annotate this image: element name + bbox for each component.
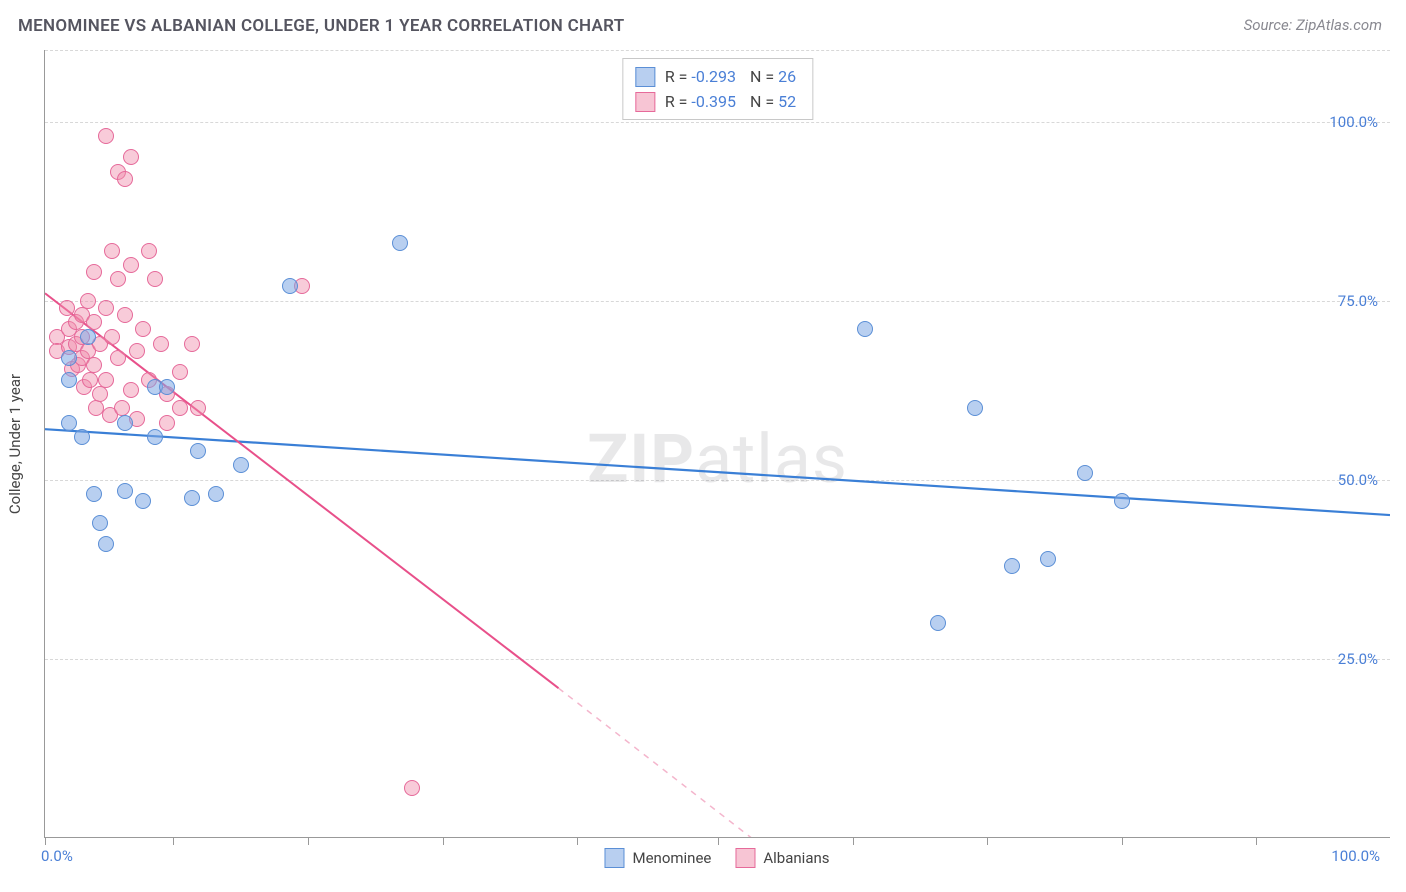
scatter-point-menominee [967, 400, 983, 416]
swatch-pink [635, 92, 655, 112]
grid-line [45, 301, 1390, 302]
legend: Menominee Albanians [604, 848, 829, 868]
scatter-point-albanians [123, 257, 139, 273]
scatter-point-albanians [172, 364, 188, 380]
swatch-blue [604, 848, 624, 868]
source-attribution: Source: ZipAtlas.com [1244, 16, 1382, 34]
x-tick [987, 837, 988, 845]
scatter-point-albanians [82, 372, 98, 388]
scatter-point-menominee [74, 429, 90, 445]
scatter-point-menominee [117, 483, 133, 499]
scatter-point-albanians [153, 336, 169, 352]
scatter-point-menominee [184, 490, 200, 506]
legend-item-menominee: Menominee [604, 848, 711, 868]
scatter-point-menominee [1040, 551, 1056, 567]
scatter-point-menominee [147, 429, 163, 445]
x-tick [853, 837, 854, 845]
scatter-point-menominee [159, 379, 175, 395]
chart-title: MENOMINEE VS ALBANIAN COLLEGE, UNDER 1 Y… [18, 16, 624, 36]
scatter-point-albanians [117, 171, 133, 187]
swatch-pink [735, 848, 755, 868]
scatter-point-albanians [147, 271, 163, 287]
scatter-point-menominee [190, 443, 206, 459]
scatter-point-menominee [392, 235, 408, 251]
scatter-point-menominee [930, 615, 946, 631]
scatter-point-menominee [61, 415, 77, 431]
scatter-point-menominee [1114, 493, 1130, 509]
scatter-point-albanians [172, 400, 188, 416]
scatter-point-albanians [86, 264, 102, 280]
scatter-point-albanians [190, 400, 206, 416]
scatter-point-albanians [110, 271, 126, 287]
scatter-point-menominee [1077, 465, 1093, 481]
scatter-point-albanians [80, 293, 96, 309]
swatch-blue [635, 67, 655, 87]
x-tick [1122, 837, 1123, 845]
scatter-point-menominee [98, 536, 114, 552]
x-tick [718, 837, 719, 845]
legend-item-albanians: Albanians [735, 848, 829, 868]
watermark: ZIPatlas [587, 419, 848, 499]
scatter-point-menominee [208, 486, 224, 502]
scatter-point-albanians [98, 128, 114, 144]
scatter-point-albanians [86, 357, 102, 373]
x-axis-max-label: 100.0% [1331, 847, 1380, 865]
x-tick [577, 837, 578, 845]
scatter-point-albanians [135, 321, 151, 337]
scatter-point-albanians [123, 149, 139, 165]
grid-line [45, 480, 1390, 481]
scatter-point-menominee [233, 457, 249, 473]
scatter-point-albanians [184, 336, 200, 352]
x-tick [173, 837, 174, 845]
scatter-point-menominee [92, 515, 108, 531]
scatter-point-albanians [129, 343, 145, 359]
scatter-point-menominee [117, 415, 133, 431]
scatter-point-menominee [86, 486, 102, 502]
x-tick [45, 837, 46, 845]
stats-row: R = -0.395N = 52 [635, 90, 796, 115]
scatter-point-albanians [123, 382, 139, 398]
stats-row: R = -0.293N = 26 [635, 65, 796, 90]
y-tick-label: 25.0% [1338, 650, 1378, 668]
x-tick [1256, 837, 1257, 845]
scatter-point-menominee [80, 329, 96, 345]
grid-line [45, 659, 1390, 660]
scatter-point-albanians [141, 243, 157, 259]
grid-line [45, 122, 1390, 123]
grid-line [45, 50, 1390, 51]
scatter-point-albanians [404, 780, 420, 796]
scatter-point-menominee [282, 278, 298, 294]
y-tick-label: 75.0% [1338, 292, 1378, 310]
legend-label: Menominee [632, 849, 711, 867]
stats-box: R = -0.293N = 26R = -0.395N = 52 [622, 58, 813, 120]
scatter-point-menominee [1004, 558, 1020, 574]
legend-label: Albanians [763, 849, 829, 867]
scatter-point-albanians [92, 386, 108, 402]
scatter-point-albanians [159, 415, 175, 431]
scatter-point-albanians [117, 307, 133, 323]
scatter-point-albanians [104, 243, 120, 259]
scatter-point-menominee [61, 350, 77, 366]
x-tick [308, 837, 309, 845]
scatter-point-albanians [98, 300, 114, 316]
plot-area: College, Under 1 year 0.0% 100.0% ZIPatl… [44, 50, 1390, 838]
scatter-point-menominee [857, 321, 873, 337]
scatter-point-albanians [110, 350, 126, 366]
y-tick-label: 50.0% [1338, 471, 1378, 489]
scatter-point-menominee [61, 372, 77, 388]
scatter-point-albanians [104, 329, 120, 345]
y-tick-label: 100.0% [1329, 113, 1378, 131]
scatter-point-menominee [135, 493, 151, 509]
y-axis-title: College, Under 1 year [6, 373, 24, 513]
x-tick [443, 837, 444, 845]
scatter-point-albanians [98, 372, 114, 388]
x-axis-min-label: 0.0% [41, 847, 73, 865]
